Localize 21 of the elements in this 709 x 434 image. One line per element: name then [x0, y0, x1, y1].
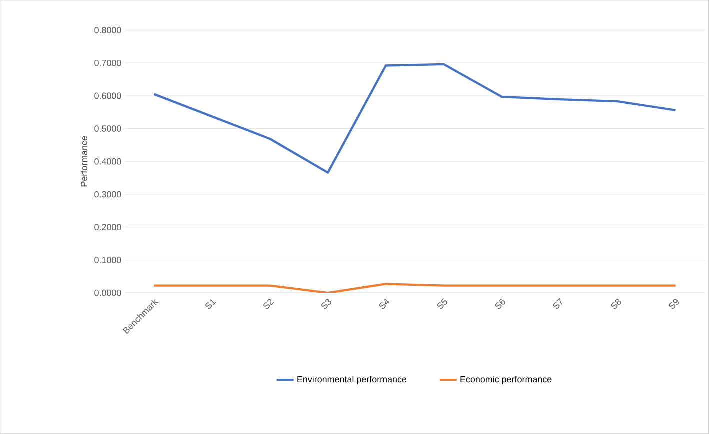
- y-tick-label: 0.6000: [94, 92, 122, 100]
- x-tick-label: S5: [437, 298, 448, 310]
- y-tick-label: 0.7000: [94, 60, 122, 66]
- legend-label: Environmental performance: [298, 376, 407, 384]
- y-tick-label: 0.0000: [94, 290, 122, 296]
- x-tick-label: S8: [611, 298, 622, 310]
- x-tick-label: S9: [669, 299, 679, 310]
- x-tick-label: S2: [264, 298, 274, 310]
- x-tick-label: S7: [553, 298, 562, 310]
- x-tick-label: S4: [379, 298, 390, 310]
- y-tick-label: 0.5000: [94, 126, 122, 132]
- y-axis-title: Performance: [80, 136, 88, 186]
- x-tick-label: S1: [206, 299, 216, 310]
- y-tick-label: 0.3000: [94, 191, 122, 198]
- x-tick-label: S6: [495, 298, 506, 310]
- y-tick-label: 0.4000: [94, 158, 122, 165]
- legend-label: Economic performance: [460, 376, 552, 384]
- y-tick-label: 0.2000: [94, 224, 122, 230]
- y-tick-label: 0.1000: [94, 256, 122, 264]
- y-tick-label: 0.8000: [94, 26, 122, 34]
- x-tick-label: S3: [321, 298, 332, 310]
